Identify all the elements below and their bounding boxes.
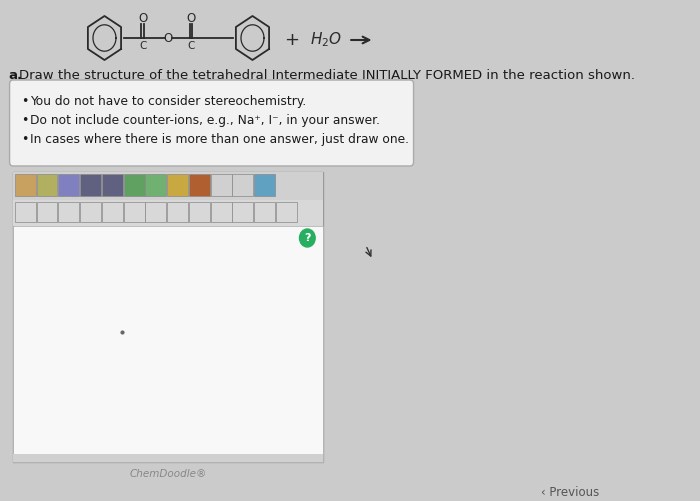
Bar <box>102 202 122 222</box>
Bar <box>80 202 101 222</box>
Bar <box>13 226 323 462</box>
Bar <box>167 174 188 196</box>
Bar <box>146 174 167 196</box>
Bar <box>36 174 57 196</box>
Text: a.: a. <box>8 69 23 82</box>
Bar <box>211 202 232 222</box>
Bar <box>13 454 323 462</box>
Text: $H_2O$: $H_2O$ <box>310 31 342 50</box>
Bar <box>124 174 144 196</box>
Text: C: C <box>139 41 146 51</box>
Bar <box>189 174 210 196</box>
Text: •: • <box>21 95 28 108</box>
Bar <box>36 202 57 222</box>
Text: O: O <box>163 32 173 45</box>
Bar <box>13 200 323 226</box>
FancyBboxPatch shape <box>10 80 414 166</box>
Bar <box>58 202 79 222</box>
Bar <box>276 202 297 222</box>
Text: Draw the structure of the tetrahedral Intermediate INITIALLY FORMED in the react: Draw the structure of the tetrahedral In… <box>19 69 635 82</box>
Bar <box>254 174 275 196</box>
Circle shape <box>300 229 315 247</box>
Text: ChemDoodle®: ChemDoodle® <box>130 469 206 479</box>
Text: •: • <box>21 114 28 126</box>
Bar <box>15 202 36 222</box>
Bar <box>254 202 275 222</box>
Text: ?: ? <box>304 233 311 243</box>
Text: Do not include counter-ions, e.g., Na⁺, I⁻, in your answer.: Do not include counter-ions, e.g., Na⁺, … <box>29 114 379 126</box>
Text: O: O <box>138 12 148 25</box>
Text: O: O <box>186 12 195 25</box>
Bar <box>80 174 101 196</box>
Bar <box>167 202 188 222</box>
Text: You do not have to consider stereochemistry.: You do not have to consider stereochemis… <box>29 95 306 108</box>
Bar <box>189 202 210 222</box>
Text: C: C <box>187 41 195 51</box>
Bar <box>124 202 144 222</box>
Bar <box>15 174 36 196</box>
Text: In cases where there is more than one answer, just draw one.: In cases where there is more than one an… <box>29 132 409 145</box>
Bar <box>211 174 232 196</box>
Bar <box>13 172 323 462</box>
Bar <box>232 202 253 222</box>
Text: •: • <box>21 132 28 145</box>
Bar <box>102 174 122 196</box>
Bar <box>232 174 253 196</box>
Bar <box>13 172 323 200</box>
Bar <box>58 174 79 196</box>
Text: +: + <box>284 31 299 49</box>
Text: ‹ Previous: ‹ Previous <box>541 485 599 498</box>
Bar <box>146 202 167 222</box>
